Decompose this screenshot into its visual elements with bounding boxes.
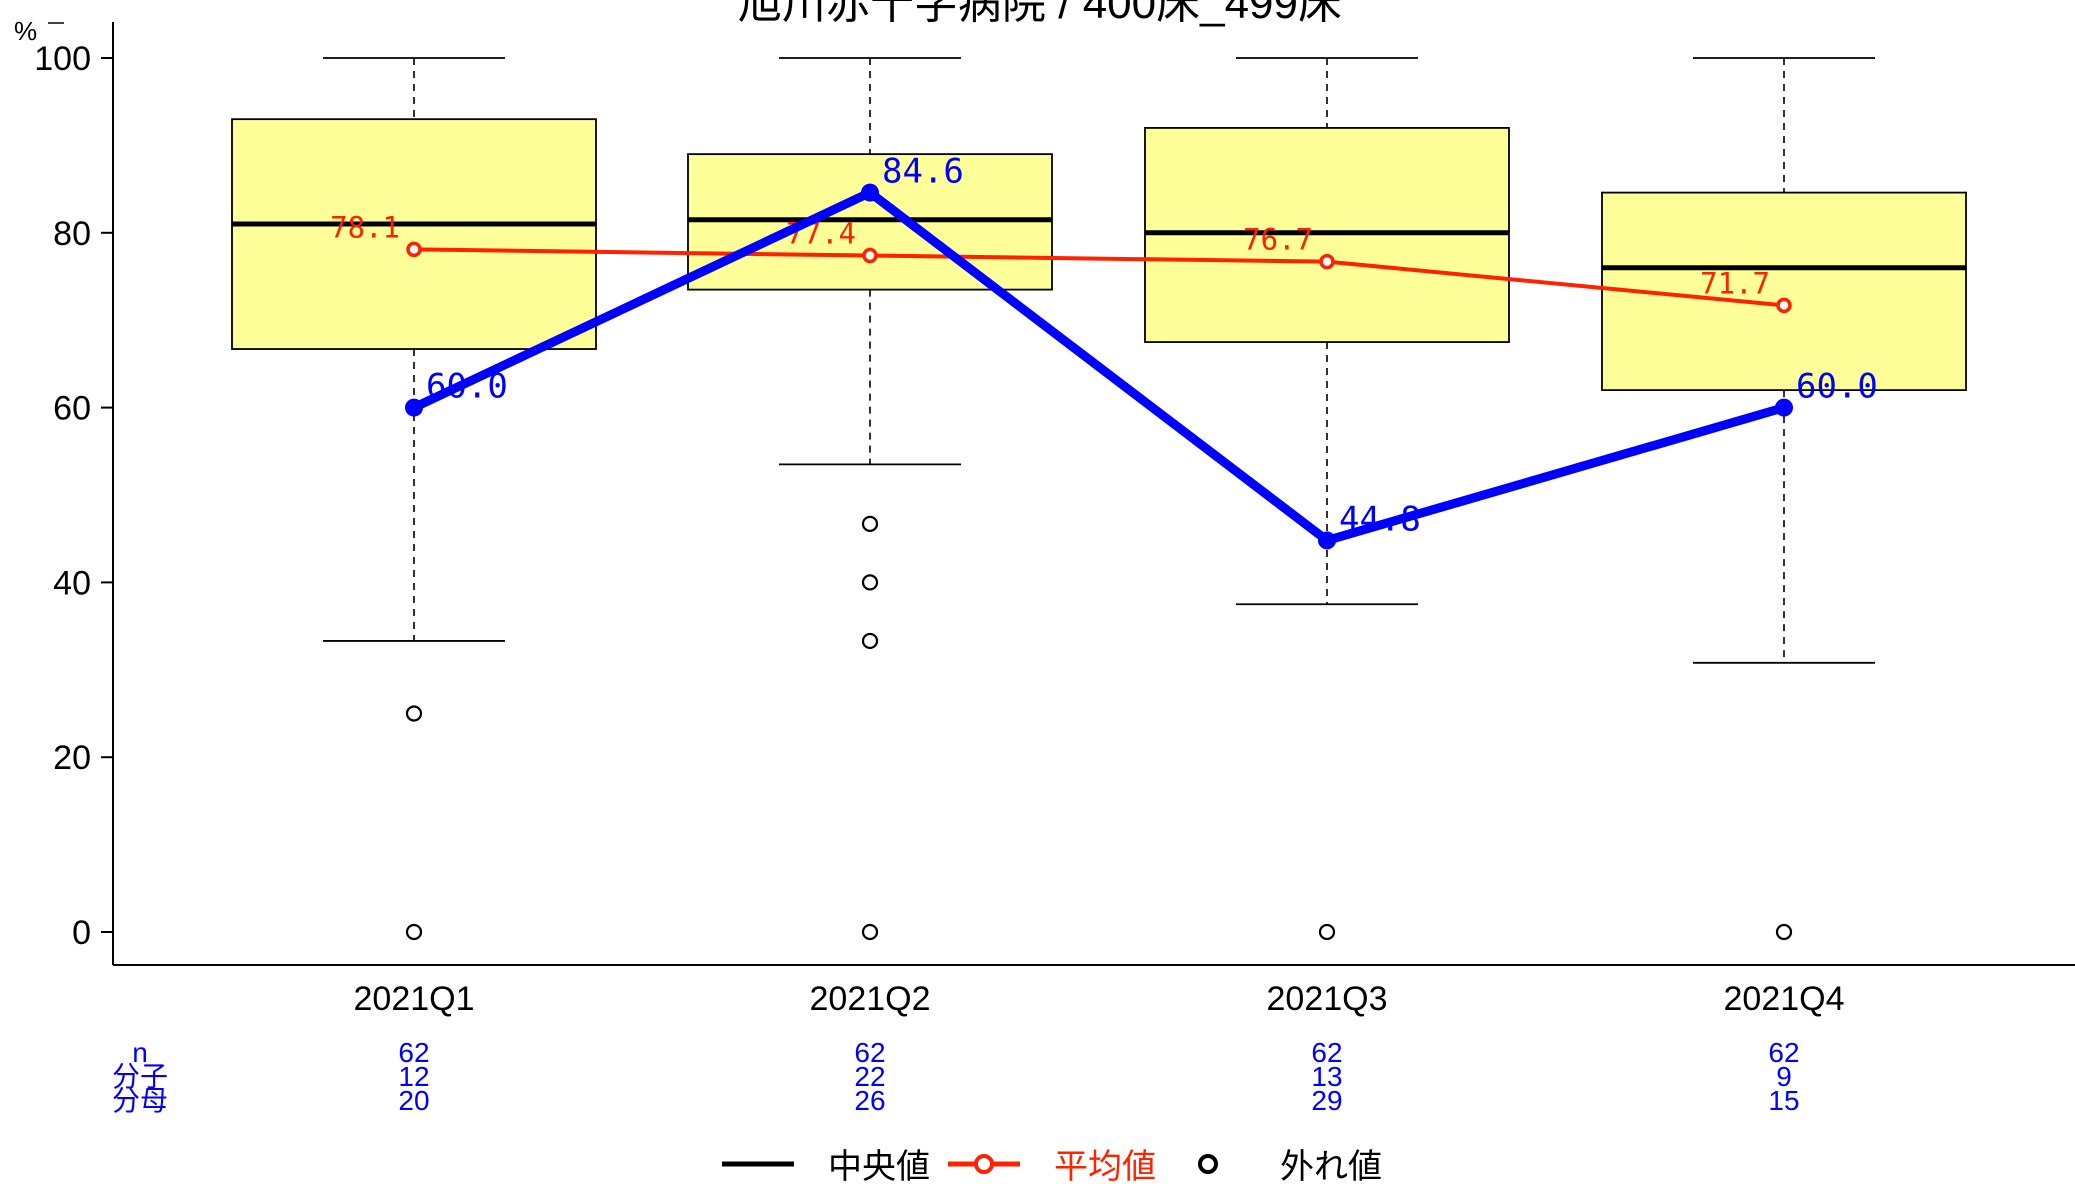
hospital-label: 60.0 xyxy=(1796,367,1878,407)
hospital-label: 84.6 xyxy=(882,152,964,192)
boxes xyxy=(231,57,1967,941)
table-cell: 62 xyxy=(1768,1037,1799,1068)
outlier-point xyxy=(861,515,879,532)
table-row-label: 分子 xyxy=(112,1061,168,1092)
axes: 0 20 40 60 80 100 2021Q1 2021Q2 2021Q3 2021Q4 xyxy=(34,22,2075,1018)
table-cell: 22 xyxy=(854,1061,885,1092)
box xyxy=(231,118,597,350)
mean-label: 78.1 xyxy=(330,210,400,244)
x-tick-label: 2021Q1 xyxy=(354,980,475,1018)
hospital-point xyxy=(1318,531,1336,550)
table-row-label: 分母 xyxy=(112,1085,168,1116)
table-cell: 62 xyxy=(398,1037,429,1068)
hospital-label: 44.8 xyxy=(1339,499,1421,539)
table-cell: 62 xyxy=(1311,1037,1342,1068)
legend: 中央値 平均値 外れ値 xyxy=(722,1148,1382,1184)
outlier-point xyxy=(405,705,423,722)
x-tick-label: 2021Q3 xyxy=(1267,980,1388,1018)
outlier-point xyxy=(861,923,879,941)
legend-median-label: 中央値 xyxy=(828,1148,930,1184)
y-tick-label: 60 xyxy=(53,390,91,428)
y-tick-label: 100 xyxy=(34,40,91,78)
legend-mean-label: 平均値 xyxy=(1054,1148,1156,1184)
mean-label: 71.7 xyxy=(1700,266,1770,300)
hospital-point xyxy=(861,183,879,202)
hospital-line xyxy=(412,188,1786,545)
outlier-point xyxy=(861,632,879,650)
outlier-point xyxy=(861,574,879,591)
mean-point xyxy=(1319,253,1335,270)
mean-label: 76.7 xyxy=(1243,223,1313,257)
y-tick-label: 80 xyxy=(53,215,91,253)
outlier-point xyxy=(1775,923,1793,941)
table-cell: 12 xyxy=(398,1061,429,1092)
y-tick-label: 0 xyxy=(72,914,91,952)
table-cell: 20 xyxy=(398,1085,429,1116)
outlier-point xyxy=(1318,923,1336,941)
x-tick-label: 2021Q2 xyxy=(810,980,931,1018)
table-cell: 9 xyxy=(1776,1061,1792,1092)
table-cell: 13 xyxy=(1311,1061,1342,1092)
mean-label: 77.4 xyxy=(786,217,856,251)
mean-point xyxy=(1776,297,1792,314)
mean-point xyxy=(406,241,422,258)
table-cell: 29 xyxy=(1311,1085,1342,1116)
mean-point xyxy=(862,247,878,264)
series-lines: 78.1 77.4 76.7 71.7 60.0 84.6 44.8 60.0 xyxy=(330,152,1878,550)
table-cell: 15 xyxy=(1768,1085,1799,1116)
box xyxy=(1601,191,1967,392)
table-cell: 26 xyxy=(854,1085,885,1116)
legend-outlier-marker xyxy=(1198,1154,1218,1174)
y-tick-label: 20 xyxy=(53,739,91,777)
chart-title: 旭川赤十字病院 / 400床_499床 xyxy=(738,0,1342,28)
table-cell: 62 xyxy=(854,1037,885,1068)
hospital-label: 60.0 xyxy=(426,367,508,407)
outlier-point xyxy=(405,923,423,941)
y-tick-label: 40 xyxy=(53,564,91,602)
y-unit-label: % xyxy=(14,16,37,46)
mean-line xyxy=(413,247,1785,308)
legend-mean-marker xyxy=(974,1154,994,1174)
hospital-point xyxy=(1775,398,1793,417)
table-row-label: n xyxy=(132,1037,148,1068)
hospital-point xyxy=(405,398,423,417)
legend-outlier-label: 外れ値 xyxy=(1280,1148,1382,1184)
x-tick-label: 2021Q4 xyxy=(1724,980,1845,1018)
